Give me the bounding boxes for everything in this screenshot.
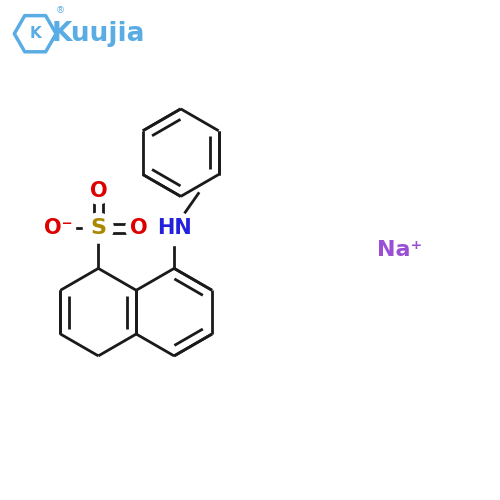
Text: O⁻: O⁻ bbox=[44, 218, 72, 238]
Text: O: O bbox=[130, 218, 148, 238]
Text: S: S bbox=[90, 218, 106, 238]
Circle shape bbox=[86, 178, 112, 204]
Text: ®: ® bbox=[56, 6, 64, 15]
Text: O: O bbox=[90, 181, 107, 201]
Text: HN: HN bbox=[157, 218, 192, 238]
Text: Na⁺: Na⁺ bbox=[376, 240, 422, 260]
Circle shape bbox=[84, 213, 114, 243]
Text: Kuujia: Kuujia bbox=[52, 20, 145, 46]
Text: K: K bbox=[30, 26, 41, 41]
Circle shape bbox=[126, 215, 152, 241]
Circle shape bbox=[40, 210, 76, 246]
Circle shape bbox=[156, 210, 192, 246]
